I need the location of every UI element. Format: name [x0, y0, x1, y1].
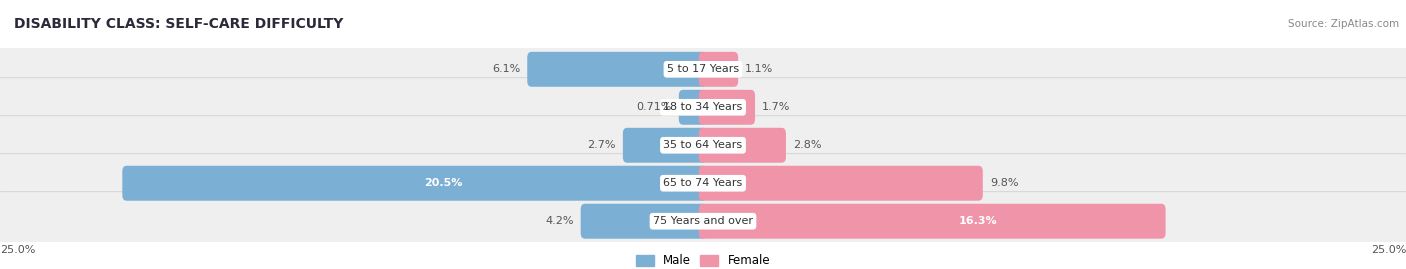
FancyBboxPatch shape — [0, 78, 1406, 137]
FancyBboxPatch shape — [699, 52, 738, 87]
FancyBboxPatch shape — [699, 90, 755, 125]
FancyBboxPatch shape — [0, 154, 1406, 213]
Text: 1.1%: 1.1% — [745, 64, 773, 74]
FancyBboxPatch shape — [527, 52, 707, 87]
Text: 20.5%: 20.5% — [425, 178, 463, 188]
Text: 4.2%: 4.2% — [546, 216, 574, 226]
FancyBboxPatch shape — [0, 40, 1406, 99]
Text: 25.0%: 25.0% — [1371, 245, 1406, 255]
Text: 18 to 34 Years: 18 to 34 Years — [664, 102, 742, 112]
FancyBboxPatch shape — [679, 90, 707, 125]
Text: 1.7%: 1.7% — [762, 102, 790, 112]
FancyBboxPatch shape — [699, 166, 983, 201]
FancyBboxPatch shape — [623, 128, 707, 163]
Text: 35 to 64 Years: 35 to 64 Years — [664, 140, 742, 150]
Text: 16.3%: 16.3% — [959, 216, 997, 226]
Text: 2.7%: 2.7% — [588, 140, 616, 150]
Text: 5 to 17 Years: 5 to 17 Years — [666, 64, 740, 74]
FancyBboxPatch shape — [581, 204, 707, 239]
Legend: Male, Female: Male, Female — [636, 254, 770, 267]
Text: 65 to 74 Years: 65 to 74 Years — [664, 178, 742, 188]
FancyBboxPatch shape — [0, 192, 1406, 251]
Text: 75 Years and over: 75 Years and over — [652, 216, 754, 226]
Text: 6.1%: 6.1% — [492, 64, 520, 74]
Text: 2.8%: 2.8% — [793, 140, 821, 150]
Text: Source: ZipAtlas.com: Source: ZipAtlas.com — [1288, 19, 1399, 29]
Text: DISABILITY CLASS: SELF-CARE DIFFICULTY: DISABILITY CLASS: SELF-CARE DIFFICULTY — [14, 17, 343, 31]
FancyBboxPatch shape — [699, 204, 1166, 239]
Text: 9.8%: 9.8% — [990, 178, 1018, 188]
FancyBboxPatch shape — [0, 116, 1406, 175]
Text: 0.71%: 0.71% — [637, 102, 672, 112]
FancyBboxPatch shape — [122, 166, 707, 201]
Text: 25.0%: 25.0% — [0, 245, 35, 255]
FancyBboxPatch shape — [699, 128, 786, 163]
